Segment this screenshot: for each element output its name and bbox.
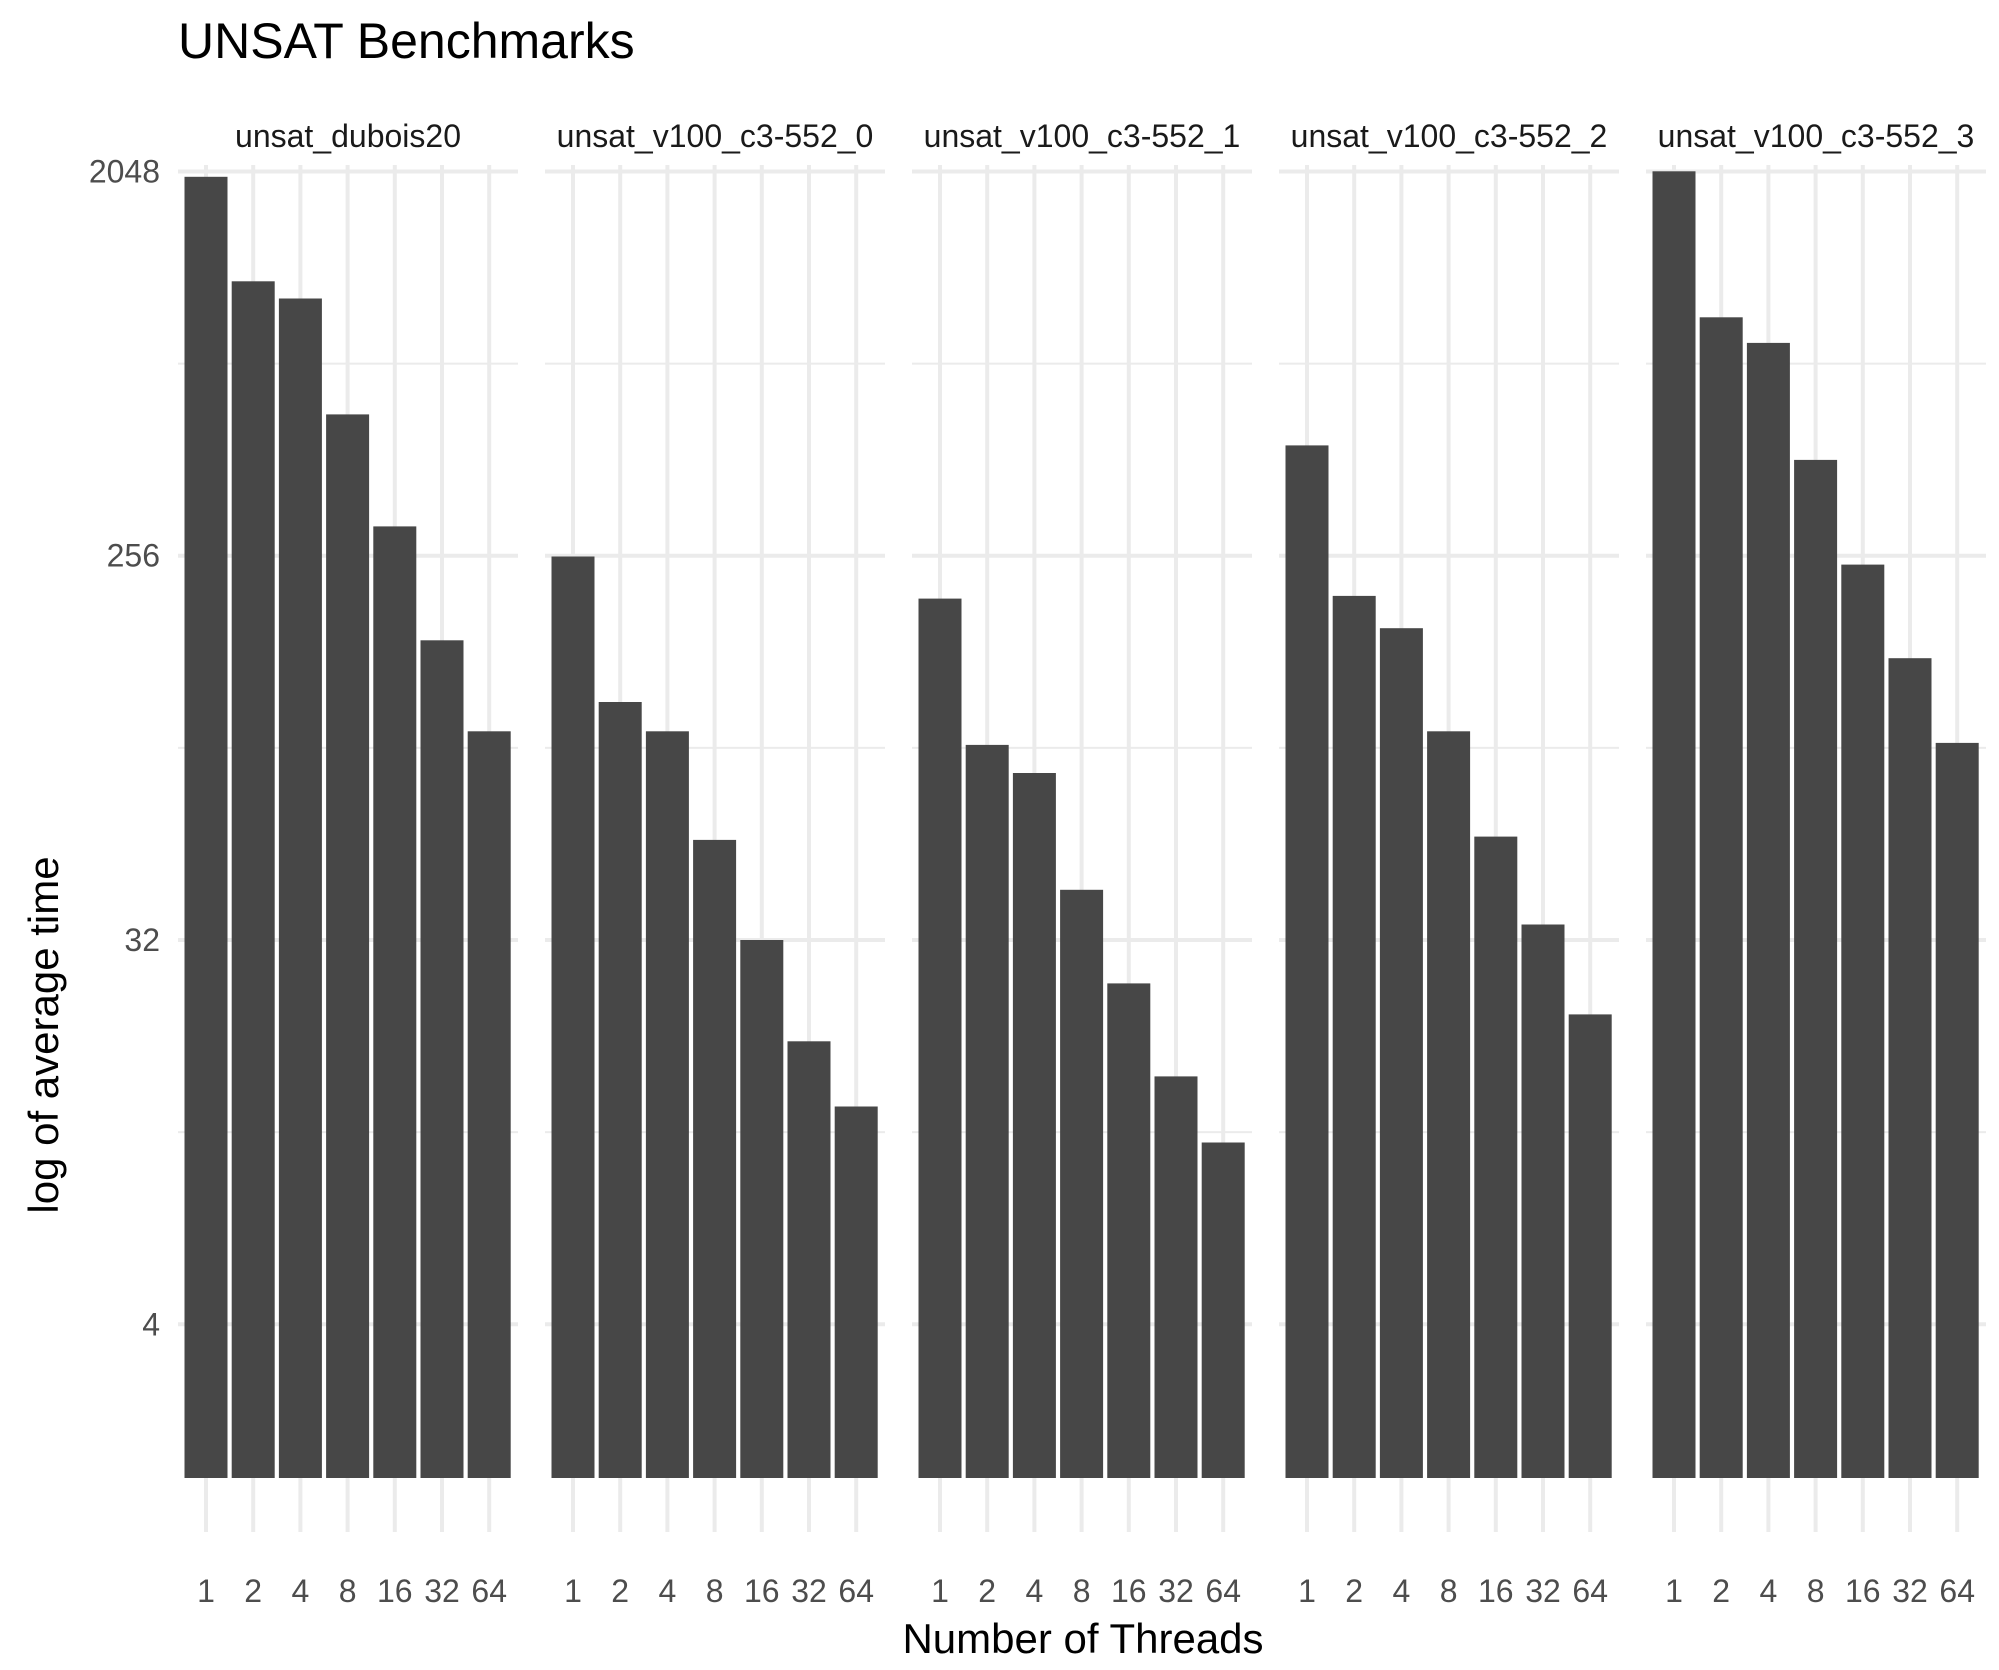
x-tick-label: 64 bbox=[1939, 1573, 1975, 1609]
bar bbox=[1568, 1014, 1612, 1478]
bar bbox=[1746, 342, 1790, 1478]
bar bbox=[1201, 1142, 1245, 1478]
x-tick-label: 2 bbox=[978, 1573, 996, 1609]
x-tick-label: 64 bbox=[1572, 1573, 1608, 1609]
bar bbox=[1521, 924, 1565, 1478]
facet-panel: unsat_v100_c3-552_3 1 2 4 8 16 32 64 bbox=[1646, 118, 1986, 1609]
bar bbox=[1332, 595, 1376, 1478]
bar bbox=[1888, 658, 1932, 1478]
bar bbox=[1841, 564, 1885, 1478]
x-tick-label: 64 bbox=[471, 1573, 507, 1609]
x-tick-label: 1 bbox=[564, 1573, 582, 1609]
bar bbox=[231, 281, 275, 1478]
x-tick-label: 2 bbox=[611, 1573, 629, 1609]
facet-strip-label: unsat_v100_c3-552_1 bbox=[924, 118, 1241, 154]
y-tick-label: 2048 bbox=[89, 153, 160, 189]
x-tick-label: 2 bbox=[244, 1573, 262, 1609]
bar bbox=[184, 176, 228, 1478]
y-axis-ticks: 4 32 256 2048 bbox=[89, 153, 160, 1342]
x-tick-label: 4 bbox=[1393, 1573, 1411, 1609]
bar bbox=[551, 556, 595, 1478]
bar bbox=[1285, 445, 1329, 1478]
bar bbox=[645, 731, 689, 1478]
bar bbox=[740, 940, 784, 1478]
facet-panel: unsat_v100_c3-552_1 1 2 4 8 16 32 64 bbox=[912, 118, 1252, 1609]
facet-panel: unsat_v100_c3-552_0 1 2 4 8 16 32 64 bbox=[545, 118, 885, 1609]
bar bbox=[467, 731, 511, 1478]
x-tick-label: 8 bbox=[706, 1573, 724, 1609]
facet-panel: unsat_dubois20 1 2 4 8 16 32 64 bbox=[178, 118, 518, 1609]
x-axis-title: Number of Threads bbox=[902, 1615, 1263, 1662]
bar bbox=[373, 526, 417, 1478]
x-tick-label: 8 bbox=[1807, 1573, 1825, 1609]
facet-strip-label: unsat_v100_c3-552_3 bbox=[1658, 118, 1975, 154]
bar bbox=[1935, 742, 1979, 1478]
bar bbox=[1427, 731, 1471, 1478]
x-tick-label: 16 bbox=[1845, 1573, 1881, 1609]
bar bbox=[918, 598, 962, 1478]
x-tick-label: 8 bbox=[1073, 1573, 1091, 1609]
x-tick-label: 1 bbox=[197, 1573, 215, 1609]
x-tick-label: 64 bbox=[838, 1573, 874, 1609]
bar bbox=[1012, 773, 1056, 1478]
x-tick-label: 2 bbox=[1712, 1573, 1730, 1609]
x-tick-label: 32 bbox=[1892, 1573, 1928, 1609]
bar bbox=[420, 640, 464, 1478]
facet-strip-label: unsat_dubois20 bbox=[235, 118, 461, 154]
bar bbox=[598, 702, 642, 1478]
chart-title: UNSAT Benchmarks bbox=[178, 13, 635, 69]
bar bbox=[1652, 171, 1696, 1478]
bar bbox=[1107, 983, 1151, 1478]
x-tick-label: 4 bbox=[659, 1573, 677, 1609]
x-tick-label: 16 bbox=[1478, 1573, 1514, 1609]
x-tick-label: 8 bbox=[339, 1573, 357, 1609]
y-tick-label: 256 bbox=[107, 538, 160, 574]
x-tick-label: 8 bbox=[1440, 1573, 1458, 1609]
bar bbox=[1474, 836, 1518, 1478]
bar bbox=[965, 744, 1009, 1478]
y-axis-title: log of average time bbox=[20, 856, 67, 1213]
x-tick-label: 1 bbox=[1298, 1573, 1316, 1609]
x-tick-label: 2 bbox=[1345, 1573, 1363, 1609]
y-tick-label: 32 bbox=[124, 922, 160, 958]
x-tick-label: 1 bbox=[931, 1573, 949, 1609]
x-tick-label: 4 bbox=[1760, 1573, 1778, 1609]
x-tick-label: 32 bbox=[1158, 1573, 1194, 1609]
facet-strip-label: unsat_v100_c3-552_0 bbox=[557, 118, 874, 154]
bar bbox=[326, 414, 370, 1478]
bar bbox=[1154, 1076, 1198, 1478]
x-tick-label: 32 bbox=[791, 1573, 827, 1609]
x-tick-label: 16 bbox=[377, 1573, 413, 1609]
x-tick-label: 4 bbox=[1026, 1573, 1044, 1609]
x-tick-label: 32 bbox=[1525, 1573, 1561, 1609]
bar bbox=[1794, 459, 1838, 1478]
bar bbox=[1699, 317, 1743, 1478]
bar bbox=[278, 298, 322, 1478]
bar bbox=[787, 1041, 831, 1478]
x-tick-label: 1 bbox=[1665, 1573, 1683, 1609]
x-tick-label: 16 bbox=[1111, 1573, 1147, 1609]
bar bbox=[693, 839, 737, 1478]
bar bbox=[834, 1106, 878, 1478]
x-tick-label: 16 bbox=[744, 1573, 780, 1609]
y-tick-label: 4 bbox=[142, 1306, 160, 1342]
facet-panel: unsat_v100_c3-552_2 1 2 4 8 16 32 64 bbox=[1279, 118, 1619, 1609]
x-tick-label: 64 bbox=[1205, 1573, 1241, 1609]
bar bbox=[1379, 628, 1423, 1478]
facet-strip-label: unsat_v100_c3-552_2 bbox=[1291, 118, 1608, 154]
bar bbox=[1060, 889, 1104, 1478]
x-tick-label: 4 bbox=[292, 1573, 310, 1609]
x-tick-label: 32 bbox=[424, 1573, 460, 1609]
